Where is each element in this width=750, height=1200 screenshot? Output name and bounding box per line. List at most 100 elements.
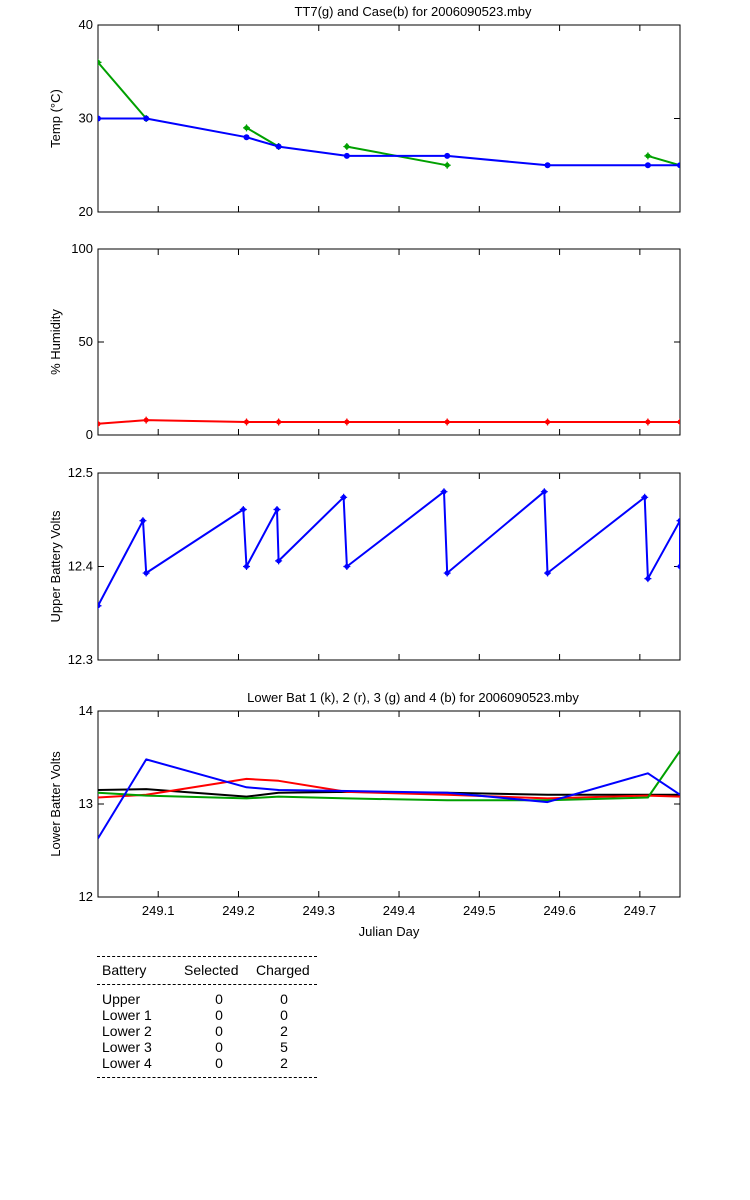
data-point-star	[443, 569, 451, 577]
series-line	[98, 117, 680, 167]
table-bottom-rule	[97, 1077, 317, 1078]
data-point-star	[98, 420, 102, 428]
plot-data	[98, 750, 680, 839]
cell-battery: Lower 4	[102, 1055, 152, 1071]
data-point-star	[273, 505, 281, 513]
data-point-star	[343, 418, 351, 426]
plot-data	[98, 58, 680, 169]
y-tick-label: 12.4	[68, 559, 93, 574]
series-line	[98, 750, 680, 802]
data-point-star	[340, 493, 348, 501]
y-axis-label: Lower Batter Volts	[48, 751, 63, 857]
y-axis-label: Upper Battery Volts	[48, 510, 63, 622]
x-axis-label: Julian Day	[359, 924, 420, 939]
data-point-star	[343, 143, 351, 151]
data-point-star	[676, 563, 680, 570]
data-point-star	[275, 418, 283, 426]
cell-charged: 5	[280, 1039, 288, 1055]
chart-panel-4: 12 13 14 249.1 249.2 249.3 249.4 249.5 249.6 249.…	[48, 690, 681, 939]
data-point-star	[443, 161, 451, 169]
plot-data	[98, 488, 680, 610]
data-point-star	[142, 416, 150, 424]
header-battery: Battery	[102, 962, 147, 978]
series-line	[98, 61, 147, 120]
data-point	[677, 162, 680, 169]
data-point-star	[676, 418, 680, 426]
x-tick-label: 249.7	[624, 903, 657, 918]
cell-selected: 0	[215, 991, 223, 1007]
y-tick-label: 50	[79, 334, 93, 349]
data-point-star	[544, 418, 552, 426]
y-tick-label: 13	[79, 796, 93, 811]
data-point-star	[544, 569, 552, 577]
data-point-star	[239, 505, 247, 513]
y-tick-label: 12.5	[68, 465, 93, 480]
y-tick-label: 40	[79, 17, 93, 32]
cell-battery: Lower 3	[102, 1039, 152, 1055]
plot-frame	[97, 472, 681, 661]
battery-status-table: Battery Selected Charged Upper 0 0 Lower…	[97, 956, 317, 1078]
data-point-star	[142, 569, 150, 577]
data-point	[444, 152, 451, 159]
cell-charged: 0	[280, 991, 288, 1007]
table-top-rule	[97, 956, 317, 957]
x-tick-label: 249.3	[302, 903, 335, 918]
data-point	[544, 162, 551, 169]
cell-charged: 2	[280, 1023, 288, 1039]
cell-selected: 0	[215, 1023, 223, 1039]
cell-battery: Upper	[102, 991, 141, 1007]
y-axis-label: % Humidity	[48, 309, 63, 375]
data-point	[98, 115, 101, 122]
cell-battery: Lower 1	[102, 1007, 152, 1023]
chart-title: Lower Bat 1 (k), 2 (r), 3 (g) and 4 (b) …	[247, 690, 579, 705]
series-line	[98, 419, 680, 425]
y-axis-label: Temp (°C)	[48, 89, 63, 148]
table-header-rule	[97, 984, 317, 985]
y-tick-label: 12	[79, 889, 93, 904]
table-row: Lower 3 0 5	[102, 1039, 317, 1055]
x-tick-label: 249.6	[543, 903, 576, 918]
data-point	[243, 134, 250, 141]
y-tick-label: 14	[79, 703, 93, 718]
data-point-star	[641, 493, 649, 501]
data-point	[644, 162, 651, 169]
x-tick-label: 249.4	[383, 903, 416, 918]
data-point-star	[275, 557, 283, 565]
x-tick-label: 249.2	[222, 903, 255, 918]
cell-selected: 0	[215, 1007, 223, 1023]
data-point-star	[676, 517, 680, 525]
data-point-star	[139, 517, 147, 525]
chart-panel-2: 0 50 100 % Humidity	[48, 241, 681, 442]
cell-battery: Lower 2	[102, 1023, 152, 1039]
data-point-star	[540, 488, 548, 496]
y-tick-label: 12.3	[68, 652, 93, 667]
data-point-star	[343, 563, 351, 570]
x-tick-label: 249.5	[463, 903, 496, 918]
cell-charged: 0	[280, 1007, 288, 1023]
data-point-star	[644, 152, 652, 160]
cell-selected: 0	[215, 1039, 223, 1055]
data-point	[343, 152, 350, 159]
data-point-star	[243, 418, 251, 426]
data-point-star	[644, 418, 652, 426]
table-row: Upper 0 0	[102, 991, 317, 1007]
plot-frame	[97, 710, 681, 898]
table-row: Lower 1 0 0	[102, 1007, 317, 1023]
chart-panel-3: 12.3 12.4 12.5 Upper Battery Volts	[48, 465, 681, 667]
table-row: Lower 2 0 2	[102, 1023, 317, 1039]
header-charged: Charged	[256, 962, 310, 978]
data-point-star	[440, 488, 448, 496]
data-point-star	[98, 58, 102, 66]
chart-title: TT7(g) and Case(b) for 2006090523.mby	[294, 4, 532, 19]
series-line	[98, 490, 680, 607]
data-point-star	[644, 575, 652, 583]
y-tick-label: 0	[86, 427, 93, 442]
data-point-star	[243, 563, 251, 570]
series-line	[647, 154, 680, 167]
table-body: Upper 0 0 Lower 1 0 0 Lower 2 0 2 Lower …	[97, 985, 317, 1077]
cell-selected: 0	[215, 1055, 223, 1071]
plot-data	[98, 416, 680, 428]
y-tick-label: 30	[79, 111, 93, 126]
table-row: Lower 4 0 2	[102, 1055, 317, 1071]
